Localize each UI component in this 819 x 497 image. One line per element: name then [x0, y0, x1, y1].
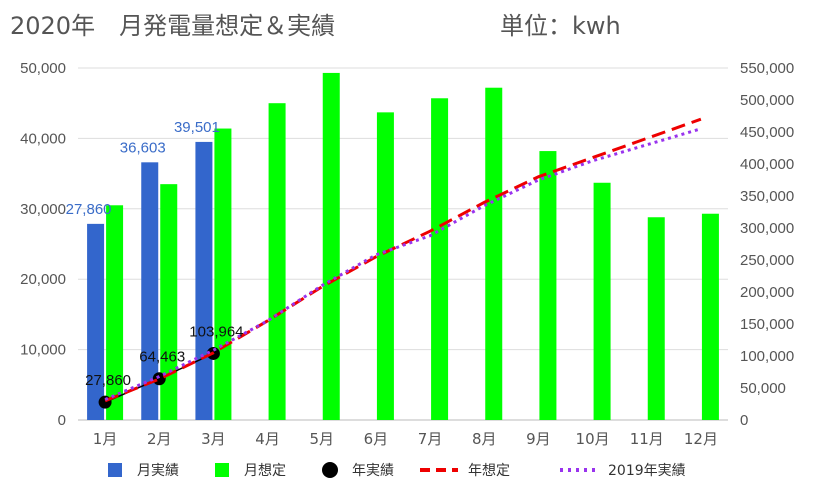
right-tick-label: 200,000	[740, 284, 794, 301]
legend-swatch	[215, 463, 229, 477]
bar-monthly-forecast	[485, 87, 503, 420]
x-tick-label: 12月	[684, 430, 718, 448]
right-tick-label: 150,000	[740, 316, 794, 333]
right-axis-ticks: 0 50,000 100,000 150,000 200,000 250,000 300,0…	[740, 60, 794, 429]
bar-monthly-forecast	[376, 112, 394, 421]
legend-label: 年実績	[352, 463, 394, 479]
bar-monthly-forecast	[701, 213, 719, 420]
bar-monthly-actual	[87, 223, 105, 420]
left-tick-label: 50,000	[20, 60, 66, 77]
annual-actual-data-label: 103,964	[189, 323, 243, 340]
annual-actual-data-label: 64,463	[139, 349, 185, 366]
bar-monthly-forecast	[106, 205, 124, 420]
left-axis-ticks: 0 10,000 20,000 30,000 40,000 50,000	[20, 60, 66, 429]
bar-monthly-forecast	[160, 184, 178, 420]
bar-monthly-forecast	[539, 151, 557, 420]
chart-title: 2020年 月発電量想定＆実績	[10, 12, 335, 40]
x-tick-label: 3月	[201, 430, 226, 448]
right-tick-label: 0	[740, 412, 748, 429]
right-tick-label: 400,000	[740, 156, 794, 173]
legend-swatch	[108, 463, 122, 477]
legend-label: 年想定	[468, 463, 510, 479]
bar-monthly-forecast	[647, 217, 665, 420]
legend: 月実績 月想定 年実績 年想定 2019年実績	[108, 462, 686, 479]
x-tick-label: 7月	[418, 430, 443, 448]
legend-label: 月想定	[244, 463, 286, 479]
bar-monthly-forecast	[268, 103, 286, 420]
monthly-actual-data-label: 27,860	[66, 201, 112, 218]
annual-actual-data-label: 27,860	[85, 372, 131, 389]
gridlines	[78, 67, 728, 421]
left-tick-label: 40,000	[20, 130, 66, 147]
x-tick-label: 9月	[526, 430, 551, 448]
monthly-actual-data-label: 36,603	[120, 139, 166, 156]
right-tick-label: 350,000	[740, 188, 794, 205]
x-tick-label: 8月	[472, 430, 497, 448]
right-tick-label: 550,000	[740, 60, 794, 77]
bar-monthly-actual	[141, 162, 159, 420]
legend-swatch	[322, 462, 338, 478]
unit-label: 単位：kwh	[500, 12, 621, 40]
annual-2019-actual-line	[104, 127, 702, 401]
bar-monthly-forecast	[322, 72, 340, 420]
left-tick-label: 30,000	[20, 201, 66, 218]
x-tick-label: 2月	[147, 430, 172, 448]
legend-label: 2019年実績	[608, 463, 686, 479]
bar-monthly-forecast	[431, 98, 449, 420]
right-tick-label: 450,000	[740, 124, 794, 141]
bars	[87, 72, 719, 421]
left-tick-label: 20,000	[20, 271, 66, 288]
x-tick-label: 5月	[309, 430, 334, 448]
right-tick-label: 100,000	[740, 348, 794, 365]
bar-monthly-actual	[195, 141, 213, 420]
right-tick-label: 500,000	[740, 92, 794, 109]
x-tick-label: 6月	[364, 430, 389, 448]
x-tick-label: 11月	[630, 430, 664, 448]
lines	[98, 117, 702, 409]
monthly-actual-data-label: 39,501	[174, 119, 220, 136]
right-tick-label: 50,000	[740, 380, 786, 397]
right-tick-label: 300,000	[740, 220, 794, 237]
left-tick-label: 10,000	[20, 342, 66, 359]
bar-monthly-forecast	[214, 128, 232, 420]
bar-monthly-forecast	[593, 182, 611, 420]
x-tick-label: 1月	[93, 430, 118, 448]
x-tick-label: 10月	[576, 430, 610, 448]
annual-actual-point	[152, 372, 166, 386]
x-tick-label: 4月	[255, 430, 280, 448]
left-tick-label: 0	[58, 412, 66, 429]
right-tick-label: 250,000	[740, 252, 794, 269]
legend-label: 月実績	[137, 463, 179, 479]
x-axis-ticks: 1月 2月 3月 4月 5月 6月 7月 8月 9月 10月 11月 12月	[93, 430, 718, 448]
